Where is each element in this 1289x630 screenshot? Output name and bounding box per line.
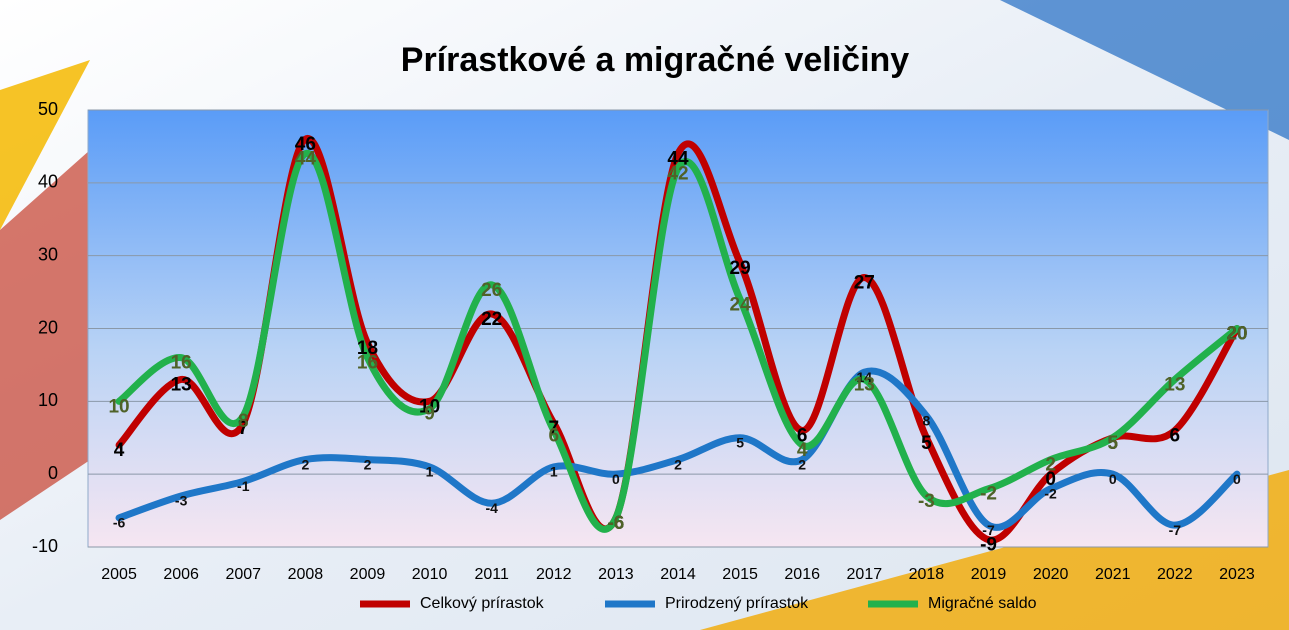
x-tick-label: 2014	[660, 566, 696, 583]
x-tick-label: 2012	[536, 566, 572, 583]
data-label: -2	[980, 484, 997, 505]
x-tick-label: 2022	[1157, 566, 1193, 583]
y-tick-label: -10	[32, 536, 58, 556]
data-label: -4	[485, 500, 498, 516]
y-tick-label: 10	[38, 390, 58, 410]
data-label: -1	[237, 478, 250, 494]
x-tick-label: 2018	[909, 566, 945, 583]
x-tick-label: 2009	[350, 566, 386, 583]
x-tick-label: 2011	[474, 566, 509, 583]
data-label: 22	[481, 309, 502, 330]
data-label: 29	[730, 258, 751, 279]
data-label: 2	[674, 456, 682, 472]
chart: Prírastkové a migračné veličiny -1001020…	[0, 0, 1289, 630]
x-tick-label: 2023	[1219, 566, 1255, 583]
data-label: -7	[982, 522, 995, 538]
data-label: 6	[1170, 425, 1181, 446]
x-tick-label: 2007	[225, 566, 261, 583]
data-label: 2	[1045, 455, 1056, 476]
data-label: 13	[854, 374, 875, 395]
data-label: 8	[238, 411, 249, 432]
y-tick-label: 20	[38, 317, 58, 337]
data-label: 20	[1226, 324, 1247, 345]
legend-label: Prirodzený prírastok	[665, 595, 809, 612]
x-tick-label: 2021	[1095, 566, 1131, 583]
data-label: 4	[114, 440, 125, 461]
data-label: 5	[921, 433, 932, 454]
data-label: 0	[612, 471, 620, 487]
legend-label: Migračné saldo	[928, 595, 1037, 612]
x-tick-label: 2005	[101, 566, 137, 583]
x-tick-label: 2006	[163, 566, 199, 583]
data-label: -9	[980, 535, 997, 556]
data-label: -3	[918, 491, 935, 512]
data-label: 16	[171, 353, 192, 374]
data-label: 27	[854, 273, 875, 294]
data-label: 5	[1107, 433, 1118, 454]
x-tick-label: 2020	[1033, 566, 1069, 583]
data-label: 13	[1164, 374, 1185, 395]
data-label: -6	[607, 513, 624, 534]
data-label: -3	[175, 493, 188, 509]
data-label: 4	[797, 440, 808, 461]
x-tick-label: 2019	[971, 566, 1007, 583]
data-label: 42	[667, 163, 688, 184]
data-label: 13	[171, 374, 192, 395]
chart-title: Prírastkové a migračné veličiny	[401, 41, 909, 79]
data-label: 1	[426, 464, 434, 480]
data-label: 2	[301, 456, 309, 472]
data-label: 8	[923, 413, 931, 429]
y-tick-label: 0	[48, 463, 58, 483]
y-tick-label: 30	[38, 244, 58, 264]
x-tick-label: 2010	[412, 566, 448, 583]
x-tick-label: 2016	[784, 566, 820, 583]
data-label: 1	[550, 464, 558, 480]
y-tick-label: 50	[38, 99, 58, 119]
data-label: 5	[736, 434, 744, 450]
data-label: 6	[549, 425, 560, 446]
data-label: -6	[113, 515, 126, 531]
data-label: 10	[108, 396, 129, 417]
x-tick-label: 2015	[722, 566, 758, 583]
x-tick-label: 2008	[288, 566, 324, 583]
x-tick-label: 2013	[598, 566, 634, 583]
data-label: 0	[1109, 471, 1117, 487]
data-label: 44	[295, 149, 317, 170]
data-label: 16	[357, 353, 378, 374]
x-tick-label: 2017	[847, 566, 883, 583]
data-label: 24	[730, 294, 752, 315]
data-label: 0	[1233, 471, 1241, 487]
y-tick-label: 40	[38, 172, 58, 192]
legend-label: Celkový prírastok	[420, 595, 545, 612]
data-label: -2	[1044, 485, 1057, 501]
data-label: 26	[481, 280, 502, 301]
data-label: 2	[364, 456, 372, 472]
data-label: 9	[424, 404, 435, 425]
data-label: -7	[1169, 522, 1182, 538]
